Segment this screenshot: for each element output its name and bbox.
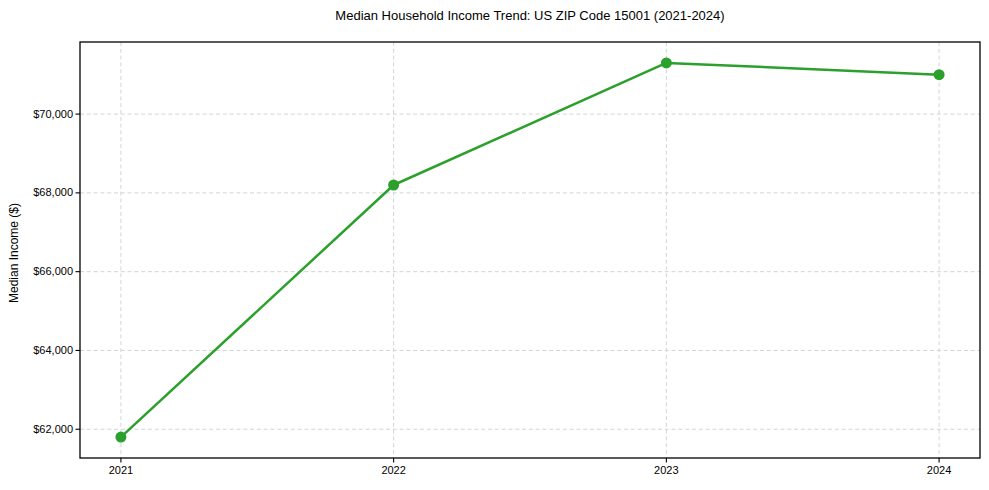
plot-border xyxy=(80,42,980,458)
x-tick-label: 2022 xyxy=(364,464,424,477)
y-tick-label: $64,000 xyxy=(33,344,73,357)
trend-line xyxy=(121,63,939,437)
x-tick-label: 2024 xyxy=(909,464,969,477)
y-tick-label: $70,000 xyxy=(33,108,73,121)
y-tick-label: $68,000 xyxy=(33,186,73,199)
income-trend-chart: Median Household Income Trend: US ZIP Co… xyxy=(0,0,989,490)
x-tick-label: 2021 xyxy=(91,464,151,477)
data-point-marker xyxy=(661,57,672,68)
x-tick-label: 2023 xyxy=(636,464,696,477)
plot-area xyxy=(0,0,989,490)
data-point-marker xyxy=(388,180,399,191)
data-point-marker xyxy=(934,69,945,80)
data-point-marker xyxy=(115,432,126,443)
y-tick-label: $62,000 xyxy=(33,423,73,436)
y-tick-label: $66,000 xyxy=(33,265,73,278)
